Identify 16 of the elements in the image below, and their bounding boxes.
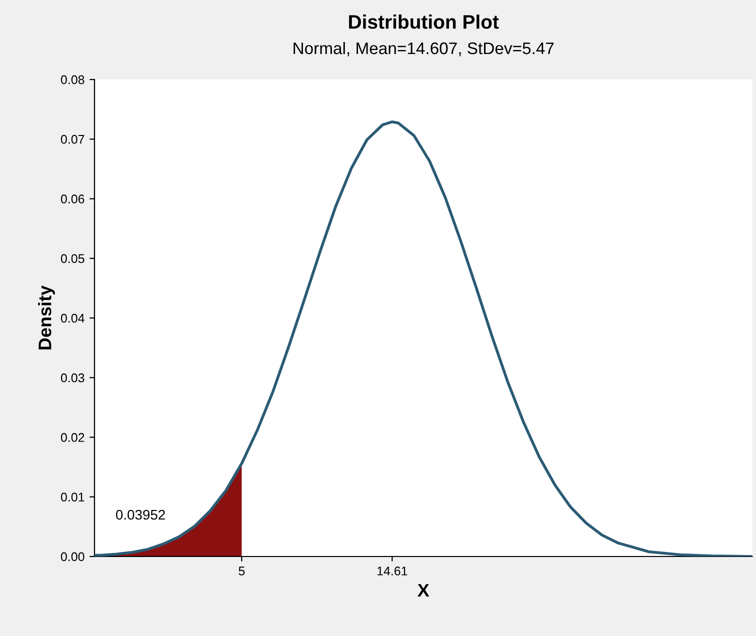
y-tick-label: 0.02 bbox=[60, 433, 84, 442]
y-tick-label: 0.04 bbox=[60, 314, 84, 323]
y-tick-label: 0.07 bbox=[60, 134, 84, 144]
x-axis-title: X bbox=[417, 584, 430, 597]
y-tick-label: 0.05 bbox=[60, 254, 84, 264]
chart-subtitle: Normal, Mean=14.607, StDev=5.47 bbox=[294, 42, 554, 56]
y-tick-label: 0.03 bbox=[60, 373, 84, 382]
y-axis-title: Density bbox=[38, 285, 55, 350]
chart-title: Distribution Plot bbox=[349, 14, 499, 29]
y-tick-label: 0.00 bbox=[60, 552, 84, 562]
annotation: 0.03952 bbox=[116, 510, 165, 520]
y-tick-label: 0.08 bbox=[60, 75, 84, 84]
x-tick-label: 14.61 bbox=[377, 566, 408, 576]
x-tick-label: 5 bbox=[238, 566, 245, 576]
y-tick-label: 0.06 bbox=[60, 194, 84, 204]
y-tick-label: 0.01 bbox=[60, 492, 84, 502]
